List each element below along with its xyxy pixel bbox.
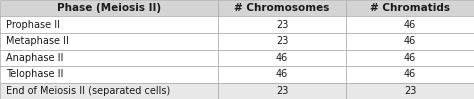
Text: 46: 46 xyxy=(404,20,416,30)
Bar xyxy=(0,33,218,50)
Bar xyxy=(346,33,474,50)
Text: Phase (Meiosis II): Phase (Meiosis II) xyxy=(57,3,161,13)
Text: Telophase II: Telophase II xyxy=(6,69,63,79)
Text: 46: 46 xyxy=(276,69,288,79)
Text: 23: 23 xyxy=(404,86,416,96)
Text: Metaphase II: Metaphase II xyxy=(6,36,69,46)
Text: End of Meiosis II (separated cells): End of Meiosis II (separated cells) xyxy=(6,86,170,96)
Bar xyxy=(0,0,218,17)
Text: # Chromosomes: # Chromosomes xyxy=(234,3,330,13)
Bar xyxy=(218,17,346,33)
Bar xyxy=(0,82,218,99)
Text: # Chromatids: # Chromatids xyxy=(370,3,450,13)
Text: 23: 23 xyxy=(276,86,288,96)
Bar xyxy=(0,66,218,82)
Bar xyxy=(346,82,474,99)
Bar xyxy=(218,82,346,99)
Text: 46: 46 xyxy=(404,53,416,63)
Bar xyxy=(346,17,474,33)
Bar xyxy=(346,0,474,17)
Text: 46: 46 xyxy=(404,69,416,79)
Text: 23: 23 xyxy=(276,20,288,30)
Bar xyxy=(346,66,474,82)
Text: 46: 46 xyxy=(276,53,288,63)
Text: 46: 46 xyxy=(404,36,416,46)
Bar xyxy=(218,66,346,82)
Bar xyxy=(218,0,346,17)
Text: 23: 23 xyxy=(276,36,288,46)
Bar xyxy=(346,50,474,66)
Text: Anaphase II: Anaphase II xyxy=(6,53,63,63)
Text: Prophase II: Prophase II xyxy=(6,20,60,30)
Bar xyxy=(0,50,218,66)
Bar xyxy=(218,33,346,50)
Bar xyxy=(0,17,218,33)
Bar xyxy=(218,50,346,66)
